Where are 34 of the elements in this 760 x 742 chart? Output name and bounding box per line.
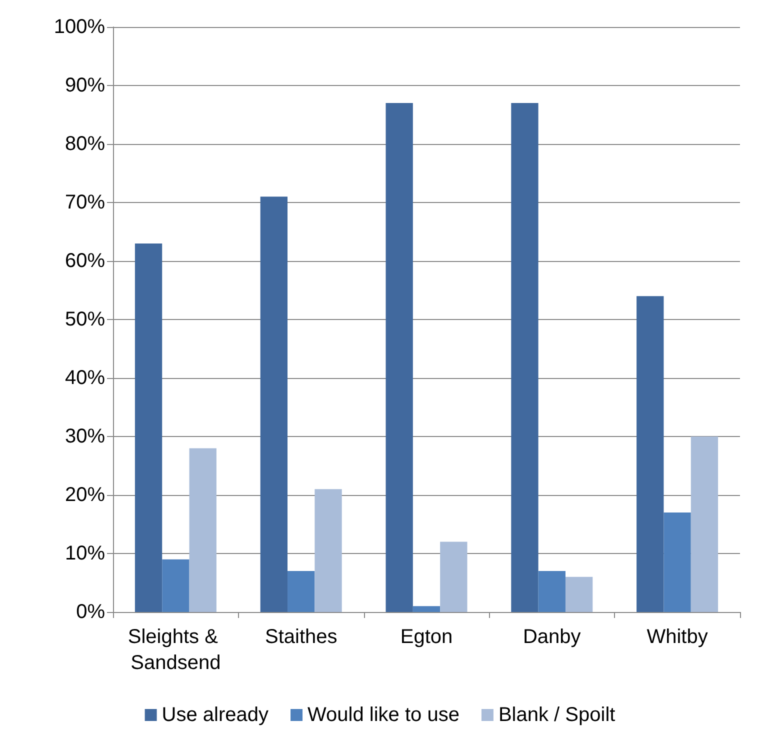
x-tick-label: Whitby [646, 626, 708, 648]
bar [511, 103, 538, 612]
legend-label: Would like to use [308, 704, 460, 726]
y-tick-label: 60% [64, 250, 106, 272]
y-tick-label: 70% [64, 192, 106, 214]
bar [565, 576, 593, 612]
y-tick-label: 0% [76, 601, 106, 623]
bar [690, 436, 718, 612]
y-tick-label: 40% [64, 367, 106, 389]
bar [440, 542, 468, 612]
bar [134, 243, 162, 612]
x-tick-label: Staithes [264, 626, 338, 648]
x-tick-label: Egton [400, 626, 453, 648]
bar [538, 571, 566, 612]
x-tick-label: Sleights & Sandsend [128, 626, 224, 674]
legend-label: Blank / Spoilt [498, 704, 616, 726]
x-tick-label: Danby [522, 626, 581, 648]
y-tick-label: 100% [54, 16, 106, 38]
bar [189, 448, 216, 612]
y-tick-label: 80% [64, 133, 106, 155]
bar [636, 296, 664, 612]
bar [412, 606, 440, 612]
y-tick-label: 20% [64, 484, 106, 506]
y-tick-label: 90% [64, 74, 106, 96]
bar [314, 489, 342, 612]
y-tick-label: 30% [64, 426, 106, 448]
y-tick-label: 10% [64, 542, 106, 564]
bar [288, 571, 315, 612]
y-tick-label: 50% [64, 308, 106, 330]
bar [162, 559, 190, 612]
legend-label: Use already [162, 704, 269, 726]
bar [386, 103, 413, 612]
bar [664, 512, 691, 612]
bar [260, 196, 288, 612]
